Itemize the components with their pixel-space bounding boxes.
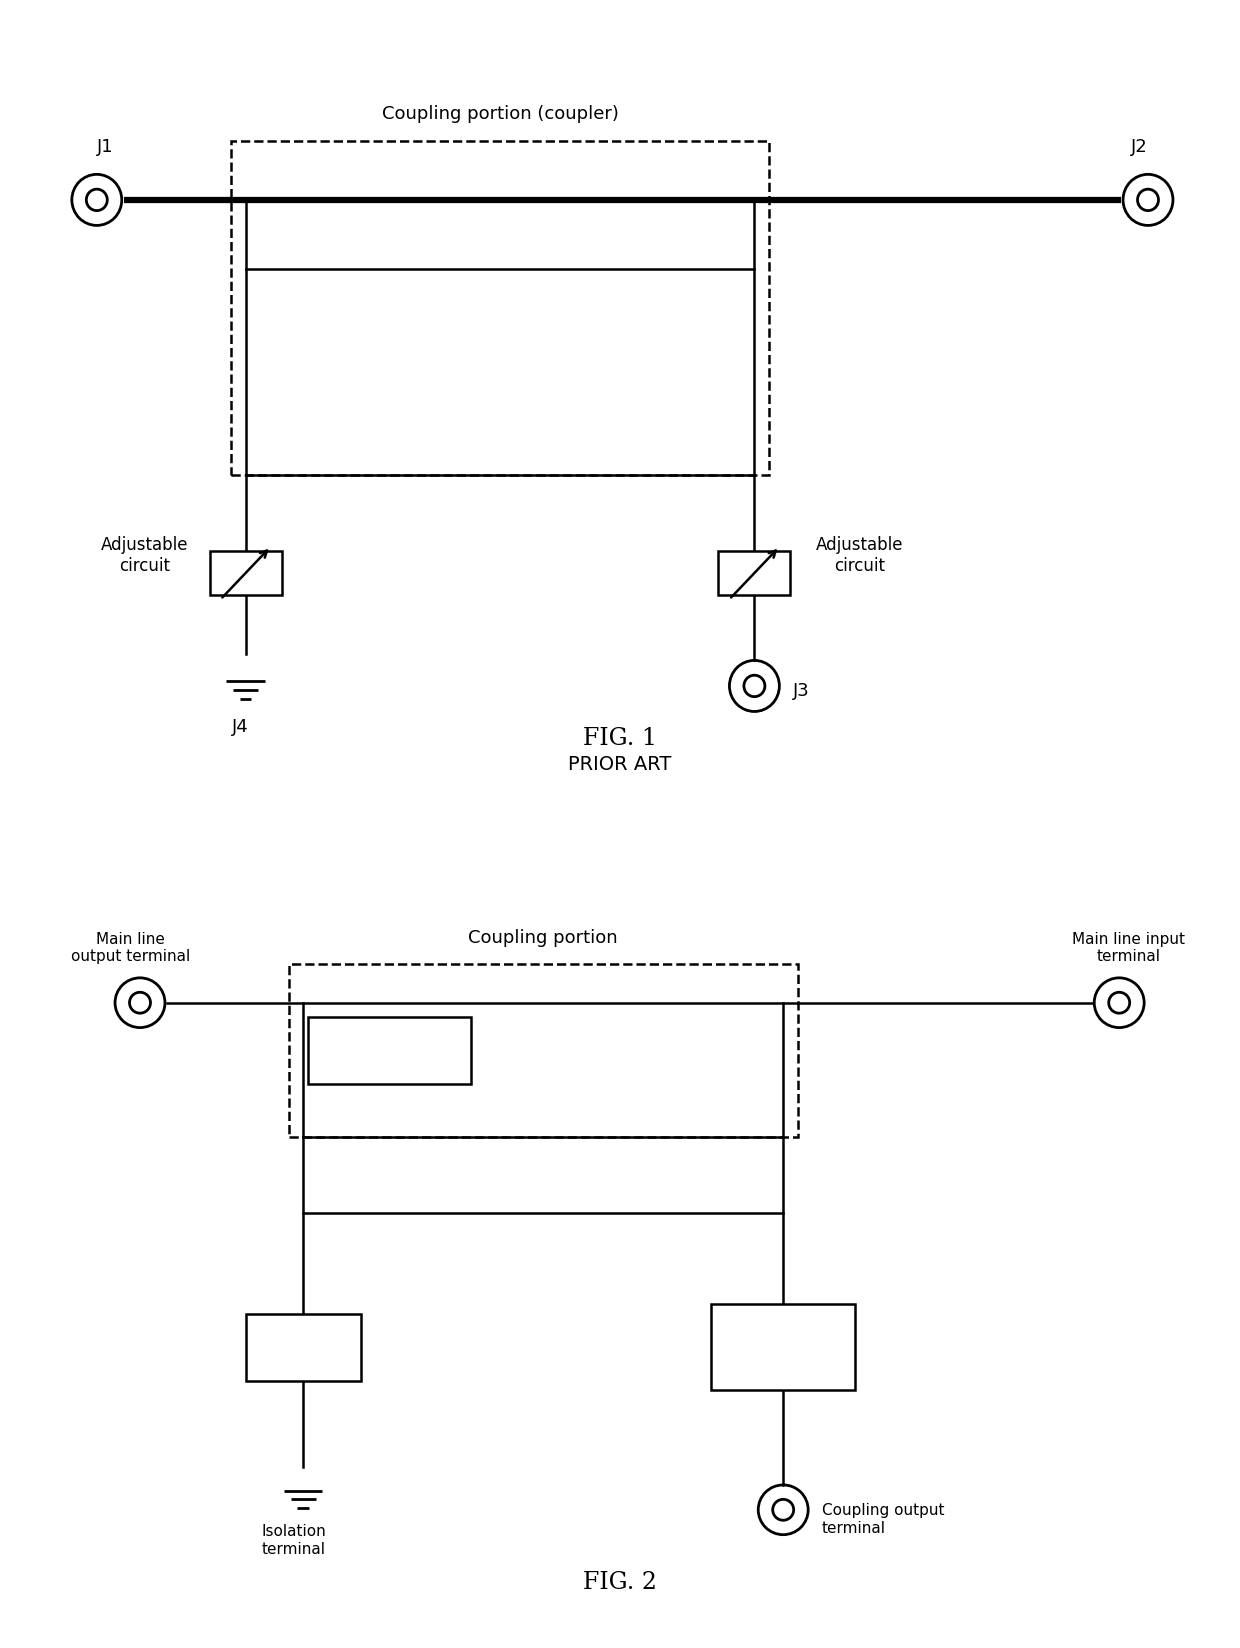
Text: Coupling output
terminal: Coupling output terminal	[822, 1503, 944, 1536]
Bar	[246, 1313, 361, 1381]
Text: Tuner: Tuner	[367, 1042, 413, 1060]
Text: J4: J4	[232, 719, 249, 737]
Text: Isolation
terminal: Isolation terminal	[262, 1524, 326, 1557]
Text: J3: J3	[792, 682, 810, 700]
Text: Coupling portion: Coupling portion	[469, 929, 618, 948]
Bar	[289, 964, 797, 1137]
Text: Main line
output terminal: Main line output terminal	[71, 933, 190, 964]
Bar	[712, 1304, 856, 1391]
Text: J2: J2	[1131, 138, 1148, 155]
Text: Adjustable
circuit: Adjustable circuit	[100, 536, 188, 575]
Bar	[210, 550, 281, 595]
Bar	[231, 142, 769, 475]
Text: Fixed
attenuation
network: Fixed attenuation network	[739, 1322, 827, 1373]
Text: J1: J1	[97, 138, 113, 155]
Text: Fixed
load: Fixed load	[284, 1332, 322, 1363]
Text: Coupling portion (coupler): Coupling portion (coupler)	[382, 105, 619, 124]
Text: PRIOR ART: PRIOR ART	[568, 755, 672, 775]
Bar	[304, 1137, 784, 1213]
Text: Main line input
terminal: Main line input terminal	[1073, 933, 1185, 964]
Text: FIG. 1: FIG. 1	[583, 727, 657, 750]
Bar	[308, 1017, 471, 1084]
Bar	[246, 269, 754, 475]
Text: Adjustable
circuit: Adjustable circuit	[816, 536, 904, 575]
Text: FIG. 2: FIG. 2	[583, 1571, 657, 1594]
Bar	[718, 550, 790, 595]
